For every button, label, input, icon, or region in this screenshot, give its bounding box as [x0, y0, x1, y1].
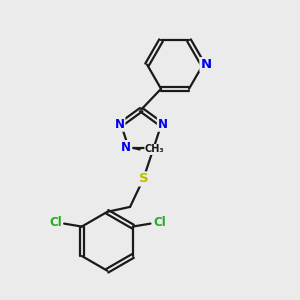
Text: N: N — [200, 58, 211, 71]
Text: S: S — [139, 172, 148, 185]
Text: N: N — [158, 118, 168, 131]
Text: N: N — [115, 118, 124, 131]
Text: Cl: Cl — [49, 216, 62, 229]
Text: Cl: Cl — [153, 216, 166, 229]
Text: CH₃: CH₃ — [145, 145, 164, 154]
Text: N: N — [122, 141, 131, 154]
